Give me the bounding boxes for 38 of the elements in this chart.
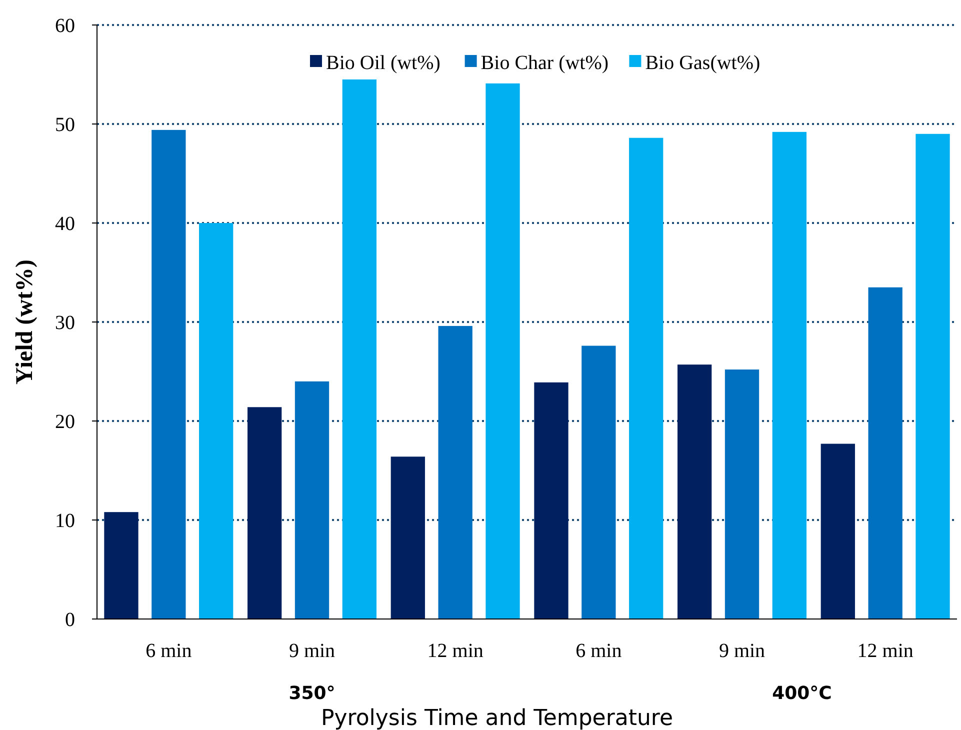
- y-tick-label: 50: [55, 114, 75, 136]
- legend-label: Bio Oil (wt%): [326, 52, 440, 74]
- x-axis-title: Pyrolysis Time and Temperature: [320, 706, 674, 730]
- bar: [534, 382, 568, 619]
- x-tick-label: 9 min: [288, 640, 336, 662]
- x-tick-label: 6 min: [146, 640, 192, 662]
- bar: [772, 132, 806, 619]
- x-tick-label: 6 min: [576, 640, 622, 662]
- bar: [342, 79, 376, 619]
- bar: [248, 407, 282, 619]
- y-tick-label: 60: [55, 15, 75, 37]
- bar: [294, 381, 330, 619]
- bar: [916, 134, 950, 619]
- y-tick-label: 10: [55, 510, 75, 532]
- text: 400°C: [772, 683, 832, 704]
- y-tick-label: 30: [55, 312, 75, 334]
- y-tick-label: 40: [55, 213, 75, 235]
- bar: [104, 512, 138, 619]
- y-tick-label: 0: [65, 609, 75, 631]
- x-tick-label: 9 min: [718, 640, 766, 662]
- legend-label: Bio Char (wt%): [480, 52, 609, 74]
- x-tick-label: 12 min: [427, 640, 484, 662]
- bar: [486, 83, 520, 619]
- x-tick-label: 12 min: [857, 640, 914, 662]
- bar: [199, 223, 234, 619]
- text: 350°: [288, 683, 336, 704]
- bar: [820, 444, 855, 619]
- bar: [438, 326, 472, 619]
- bar: [868, 287, 902, 619]
- y-axis-title: Yield (wt%): [12, 259, 38, 385]
- bar: [390, 456, 425, 619]
- bar: [582, 346, 616, 619]
- bar: [678, 364, 712, 619]
- legend-label: Bio Gas(wt%): [645, 52, 760, 74]
- bar: [724, 370, 760, 619]
- bar: [629, 138, 664, 619]
- y-tick-label: 20: [55, 411, 75, 433]
- bar: [152, 130, 186, 619]
